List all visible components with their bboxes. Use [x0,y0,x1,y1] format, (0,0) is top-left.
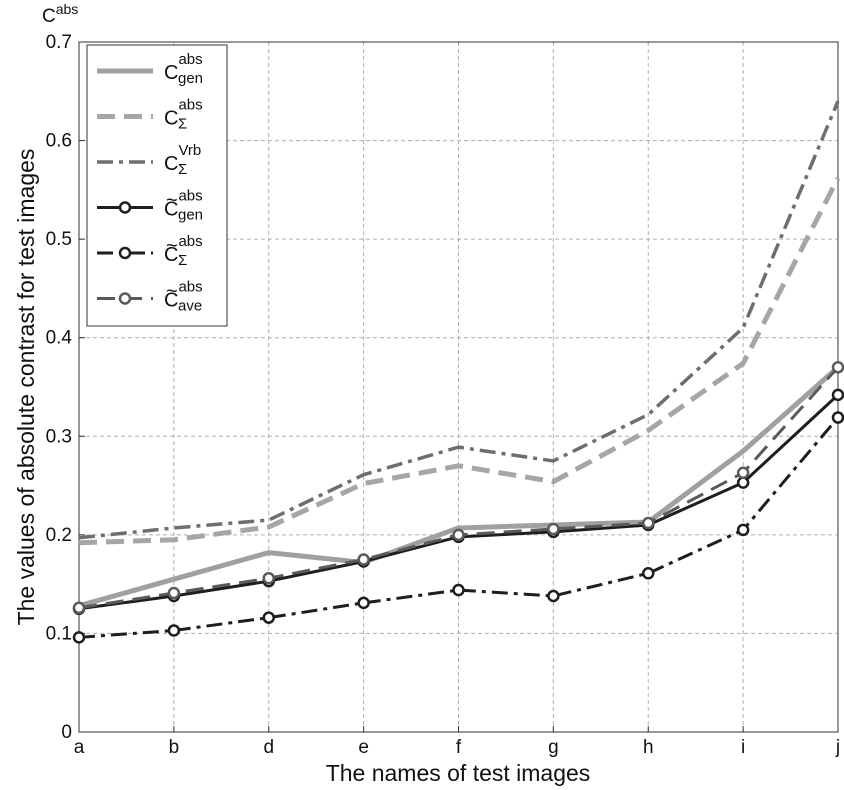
series-point [547,589,560,603]
x-axis-label: The names of test images [326,760,591,786]
legend-label-sup: Vrb [178,142,201,159]
y-axis-label: The values of absolute contrast for test… [13,149,39,626]
series-point [72,601,86,615]
series-point [831,411,844,424]
legend-box [86,44,228,327]
legend-label-sub: Σ [178,161,187,178]
legend-marker [118,201,132,214]
series-point [642,567,655,580]
y-tick-label: 0.2 [46,525,72,546]
legend-label-base: C [164,199,178,221]
y-tick-label: 0 [61,722,72,743]
legend-label-sup: abs [178,279,202,296]
legend-label-sub: ave [178,298,202,315]
legend-label-base: C [164,62,178,84]
x-tick-label: d [263,737,274,758]
y-tick-label: 0.1 [46,623,72,644]
x-tick-label: g [548,737,559,758]
legend-label-base: C [164,153,178,175]
legend-label-sub: gen [178,207,203,224]
y-tick-label: 0.5 [46,229,72,250]
legend-label-sub: gen [178,70,203,87]
legend-label: Cabs gen [164,188,203,224]
series-point [167,586,181,600]
legend-label-base: C [164,244,178,266]
y-tick-labels: 0 0.1 0.2 0.3 0.4 0.5 0.6 0.7 [46,32,85,743]
series-point [642,516,655,530]
legend-label: Cabs Σ [164,97,203,133]
series-point [547,522,560,536]
series-line [78,365,840,609]
y-tick-label: 0.7 [46,32,72,53]
series-line [78,416,840,639]
series-point [262,611,275,624]
legend-label-base: C [164,290,178,312]
series-point [357,596,370,610]
legend-label-sub: Σ [178,116,187,133]
x-tick-label: j [835,737,840,758]
legend-label-sup: abs [178,97,202,114]
legend-marker [118,292,132,305]
x-tick-label: h [643,737,654,758]
legend-label-base: C [164,108,178,130]
series-point [357,553,370,566]
y-tick-label: 0.3 [46,426,72,447]
corner-label-base: C [42,6,56,27]
series-point [831,361,844,374]
y-tick-label: 0.6 [46,131,72,152]
x-tick-label: a [74,737,85,758]
legend-label: Cabs gen [164,51,203,87]
x-tick-label: i [741,737,745,758]
legend-label-sup: abs [178,51,202,68]
series-point [831,388,844,402]
x-tick-label: b [169,737,180,758]
y-tick-label: 0.4 [46,328,73,349]
series-point [72,631,86,644]
series-point [262,571,275,585]
legend-label-sub: Σ [178,252,187,269]
corner-label-sup: abs [56,1,79,17]
series-point [736,466,750,480]
series-lines [72,100,844,644]
legend-marker [118,246,132,260]
series-point [167,624,181,637]
legend-label: Cabs ave [164,279,203,315]
legend-label: Cabs Σ [164,233,203,269]
series-point [452,528,465,542]
legend-tilde: ~ [166,190,178,212]
legend-label: CVrb Σ [164,142,201,178]
legend-label-sup: abs [178,188,202,205]
x-tick-label: e [358,737,369,758]
series-point [452,583,465,597]
corner-label: Cabs [42,1,78,27]
legend-label-sup: abs [178,233,202,250]
legend-tilde: ~ [166,281,178,303]
series-line [78,100,840,540]
series-line [78,176,841,546]
legend-tilde: ~ [166,235,178,257]
series-point [736,476,750,489]
series-point [736,523,750,537]
x-tick-label: f [456,737,462,758]
